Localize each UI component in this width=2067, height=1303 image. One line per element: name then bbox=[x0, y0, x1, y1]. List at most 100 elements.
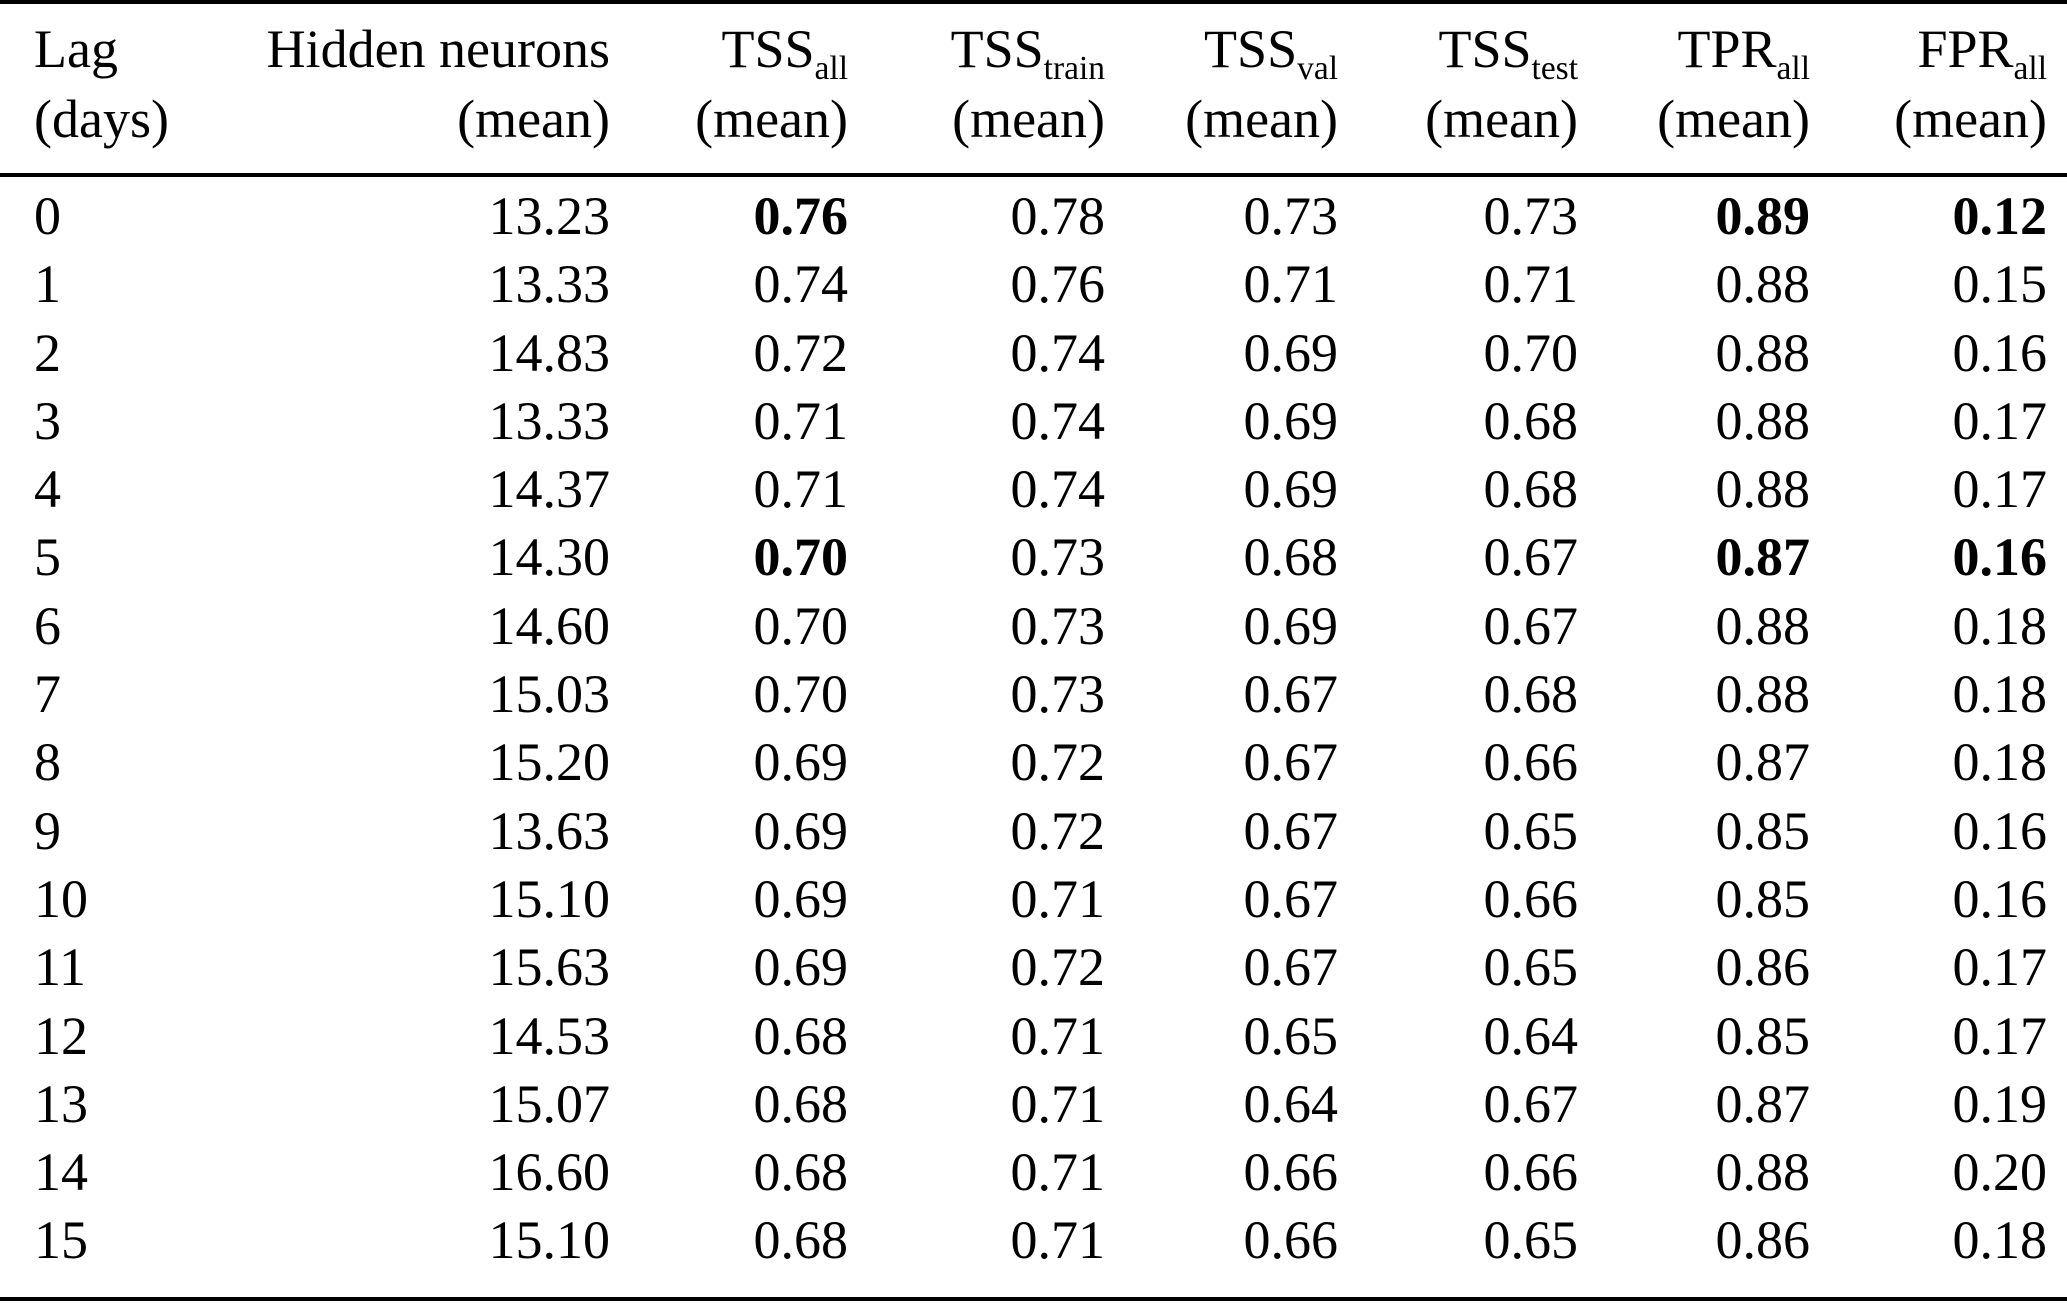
table-row: 3 13.33 0.71 0.74 0.69 0.68 0.88 0.17 bbox=[0, 387, 2067, 455]
table-row: 2 14.83 0.72 0.74 0.69 0.70 0.88 0.16 bbox=[0, 319, 2067, 387]
table-cell: 0.73 bbox=[1483, 186, 1579, 246]
table-header-rule bbox=[0, 173, 2067, 177]
table-cell: 0.88 bbox=[1715, 322, 1811, 383]
table-cell: 4 bbox=[34, 459, 61, 520]
table-cell: 0.68 bbox=[1483, 390, 1579, 451]
table-cell: 8 bbox=[34, 732, 61, 793]
table-cell: 0.71 bbox=[753, 390, 849, 451]
table-cell: 0.71 bbox=[753, 459, 849, 520]
table-cell: 0.85 bbox=[1715, 800, 1811, 861]
table-cell: 0.71 bbox=[1010, 1210, 1106, 1271]
table-cell: 0.85 bbox=[1715, 868, 1811, 929]
table-cell: 9 bbox=[34, 800, 61, 861]
table-cell: 0.88 bbox=[1715, 390, 1811, 451]
table-cell: 0.16 bbox=[1952, 868, 2048, 929]
table-cell: 0.68 bbox=[1483, 459, 1579, 520]
table-cell: 0.76 bbox=[753, 186, 849, 246]
table-cell: 0.71 bbox=[1010, 1142, 1106, 1203]
table-cell: 0.69 bbox=[753, 732, 849, 793]
table-cell: 0.65 bbox=[1483, 1210, 1579, 1271]
table-cell: 0.64 bbox=[1483, 1005, 1579, 1066]
table-cell: 13.33 bbox=[488, 254, 611, 315]
col-header-unit: (mean) bbox=[1894, 89, 2047, 149]
col-header-unit: (mean) bbox=[457, 89, 610, 149]
table-cell: 0.87 bbox=[1715, 1073, 1811, 1134]
table-row: 7 15.03 0.70 0.73 0.67 0.68 0.88 0.18 bbox=[0, 660, 2067, 728]
table-row: 1 13.33 0.74 0.76 0.71 0.71 0.88 0.15 bbox=[0, 250, 2067, 318]
table-cell: 0.70 bbox=[753, 664, 849, 725]
table-row: 12 14.53 0.68 0.71 0.65 0.64 0.85 0.17 bbox=[0, 1002, 2067, 1070]
col-header-tss-val: TSSval (mean) bbox=[1115, 4, 1350, 173]
col-header-label: TSS bbox=[950, 19, 1044, 79]
table-header-row: Lag (days) Hidden neurons (mean) TSSall … bbox=[0, 4, 2067, 173]
table-row: 10 15.10 0.69 0.71 0.67 0.66 0.85 0.16 bbox=[0, 865, 2067, 933]
table-cell: 0.68 bbox=[753, 1210, 849, 1271]
table-cell: 0.69 bbox=[1243, 322, 1339, 383]
col-header-label: Lag bbox=[34, 19, 118, 79]
table-cell: 0.69 bbox=[1243, 595, 1339, 656]
table-cell: 0.67 bbox=[1243, 868, 1339, 929]
col-header-label: FPR bbox=[1917, 19, 2014, 79]
table-cell: 14 bbox=[34, 1142, 88, 1203]
table-cell: 0.20 bbox=[1952, 1142, 2048, 1203]
table-cell: 0.73 bbox=[1010, 527, 1106, 588]
table-cell: 13.33 bbox=[488, 390, 611, 451]
table-cell: 0.88 bbox=[1715, 459, 1811, 520]
table-cell: 0.12 bbox=[1952, 186, 2048, 246]
table-cell: 13 bbox=[34, 1073, 88, 1134]
results-table: Lag (days) Hidden neurons (mean) TSSall … bbox=[0, 4, 2067, 1275]
col-header-subscript: val bbox=[1297, 49, 1338, 87]
table-cell: 0.71 bbox=[1010, 868, 1106, 929]
table-cell: 0.68 bbox=[753, 1005, 849, 1066]
table-cell: 0.68 bbox=[1483, 664, 1579, 725]
table-cell: 14.37 bbox=[488, 459, 611, 520]
col-header-fpr-all: FPRall (mean) bbox=[1822, 4, 2067, 173]
table-cell: 0.65 bbox=[1483, 800, 1579, 861]
table-cell: 0.76 bbox=[1010, 254, 1106, 315]
table-cell: 3 bbox=[34, 390, 61, 451]
table-row: 4 14.37 0.71 0.74 0.69 0.68 0.88 0.17 bbox=[0, 455, 2067, 523]
table-cell: 0.66 bbox=[1483, 868, 1579, 929]
col-header-label: TSS bbox=[1438, 19, 1532, 79]
col-header-subscript: all bbox=[1776, 49, 1810, 87]
table-cell: 0.88 bbox=[1715, 664, 1811, 725]
table-cell: 0.73 bbox=[1010, 595, 1106, 656]
table-cell: 0.88 bbox=[1715, 254, 1811, 315]
col-header-label: TPR bbox=[1677, 19, 1777, 79]
table-cell: 0.66 bbox=[1243, 1142, 1339, 1203]
table-row: 8 15.20 0.69 0.72 0.67 0.66 0.87 0.18 bbox=[0, 728, 2067, 796]
table-cell: 0.78 bbox=[1010, 186, 1106, 246]
table-cell: 0.65 bbox=[1483, 937, 1579, 998]
table-cell: 0.69 bbox=[753, 800, 849, 861]
table-cell: 0.16 bbox=[1952, 800, 2048, 861]
table-cell: 15.63 bbox=[488, 937, 611, 998]
table-cell: 0.72 bbox=[753, 322, 849, 383]
table-cell: 0.71 bbox=[1010, 1073, 1106, 1134]
table-cell: 0.65 bbox=[1243, 1005, 1339, 1066]
table-row: 11 15.63 0.69 0.72 0.67 0.65 0.86 0.17 bbox=[0, 933, 2067, 1001]
table-cell: 7 bbox=[34, 664, 61, 725]
table-row: 15 15.10 0.68 0.71 0.66 0.65 0.86 0.18 bbox=[0, 1206, 2067, 1274]
col-header-tss-train: TSStrain (mean) bbox=[860, 4, 1115, 173]
table-cell: 0.74 bbox=[1010, 322, 1106, 383]
table-cell: 0.68 bbox=[753, 1073, 849, 1134]
table-cell: 14.53 bbox=[488, 1005, 611, 1066]
table-row: 13 15.07 0.68 0.71 0.64 0.67 0.87 0.19 bbox=[0, 1070, 2067, 1138]
table-cell: 0.88 bbox=[1715, 1142, 1811, 1203]
col-header-hidden-neurons: Hidden neurons (mean) bbox=[150, 4, 620, 173]
table-cell: 0.71 bbox=[1243, 254, 1339, 315]
table-cell: 13.63 bbox=[488, 800, 611, 861]
table-cell: 0.66 bbox=[1483, 1142, 1579, 1203]
table-cell: 0.18 bbox=[1952, 664, 2048, 725]
table-cell: 0.16 bbox=[1952, 527, 2048, 588]
table-cell: 0.67 bbox=[1243, 800, 1339, 861]
table-cell: 0.71 bbox=[1010, 1005, 1106, 1066]
col-header-unit: (mean) bbox=[1657, 89, 1810, 149]
table-cell: 0.86 bbox=[1715, 1210, 1811, 1271]
table-cell: 13.23 bbox=[488, 186, 611, 246]
table-cell: 10 bbox=[34, 868, 88, 929]
table-cell: 0.86 bbox=[1715, 937, 1811, 998]
table-cell: 0.15 bbox=[1952, 254, 2048, 315]
table-cell: 15.03 bbox=[488, 664, 611, 725]
